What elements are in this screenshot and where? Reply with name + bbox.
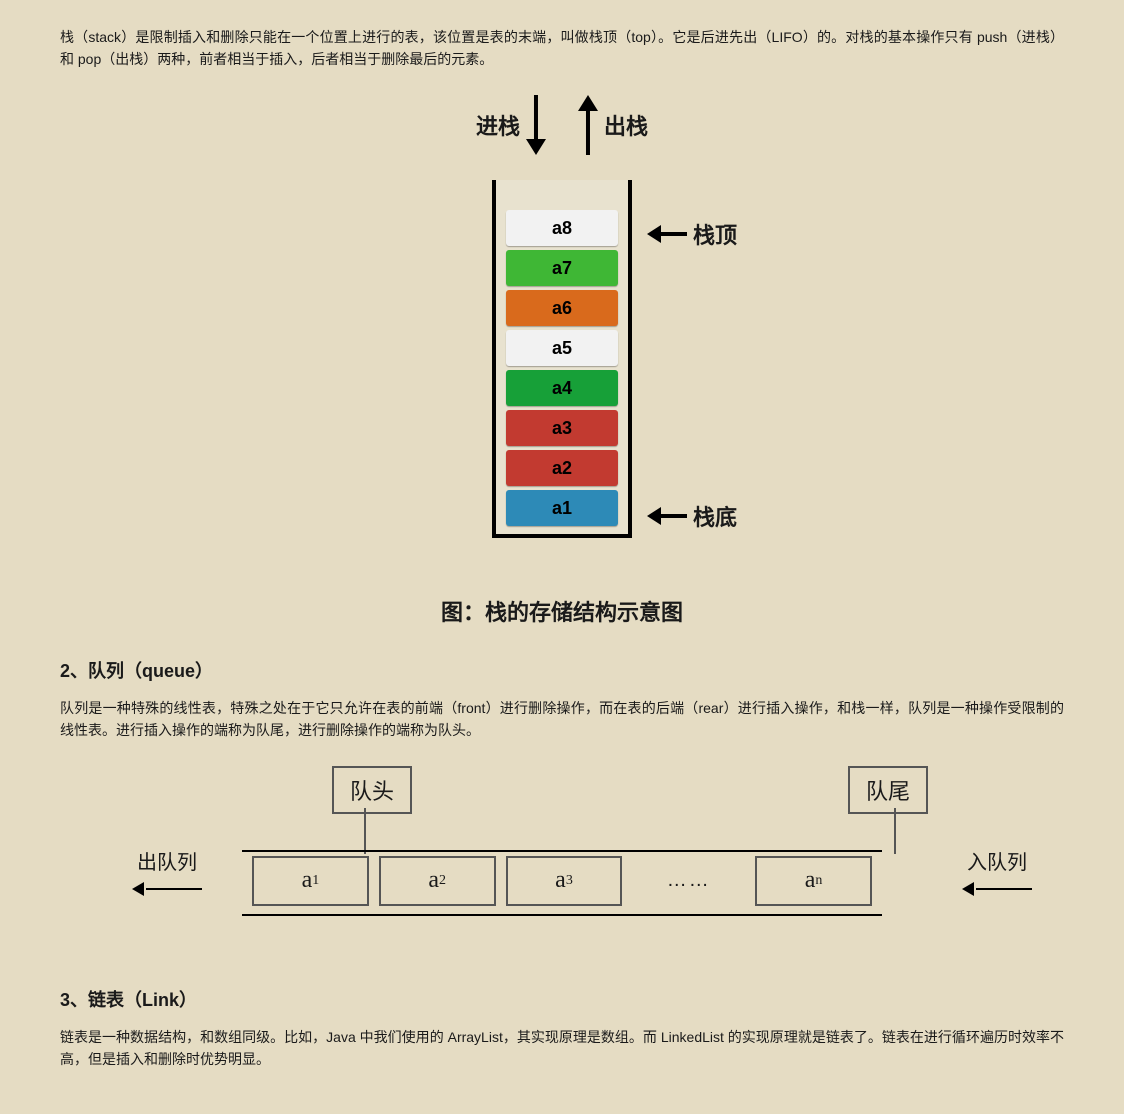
stack-cell: a2 (506, 450, 618, 486)
arrow-left-icon (647, 507, 687, 525)
stack-diagram: 进栈 出栈 a8 a7 a6 a5 a4 a3 a2 a1 栈顶 栈底 (352, 95, 772, 575)
queue-ellipsis: …… (632, 869, 745, 892)
stack-container: a8 a7 a6 a5 a4 a3 a2 a1 (492, 180, 632, 538)
pop-arrow-group: 出栈 (576, 95, 648, 155)
push-arrow-group: 进栈 (476, 95, 548, 155)
queue-cell: a3 (506, 856, 623, 906)
stack-cell: a5 (506, 330, 618, 366)
queue-cell: an (755, 856, 872, 906)
stack-cell: a6 (506, 290, 618, 326)
queue-intro-paragraph: 队列是一种特殊的线性表，特殊之处在于它只允许在表的前端（front）进行删除操作… (60, 697, 1064, 742)
link-section-title: 3、链表（Link） (60, 986, 1064, 1012)
queue-cell: a2 (379, 856, 496, 906)
stack-top-pointer: 栈顶 (647, 218, 737, 250)
queue-bottom-rail (242, 914, 882, 916)
push-label: 进栈 (476, 109, 520, 141)
dequeue-label: 出队列 (137, 846, 197, 875)
stack-cell: a4 (506, 370, 618, 406)
queue-diagram: 队头 队尾 a1a2a3……an 出队列 入队列 (132, 766, 992, 956)
queue-section-title: 2、队列（queue） (60, 657, 1064, 683)
stack-caption: 图：栈的存储结构示意图 (60, 595, 1064, 627)
queue-head-box: 队头 (332, 766, 412, 814)
stack-cell: a1 (506, 490, 618, 526)
arrow-up-icon (576, 95, 600, 155)
queue-cell: a1 (252, 856, 369, 906)
arrow-down-icon (524, 95, 548, 155)
queue-cells: a1a2a3 …… an (252, 856, 872, 906)
queue-top-rail (242, 850, 882, 852)
pop-label: 出栈 (604, 109, 648, 141)
queue-tail-box: 队尾 (848, 766, 928, 814)
enqueue-side: 入队列 (962, 846, 1032, 897)
stack-bottom-pointer: 栈底 (647, 500, 737, 532)
stack-cell: a7 (506, 250, 618, 286)
queue-tail-connector (894, 808, 896, 854)
stack-intro-paragraph: 栈（stack）是限制插入和删除只能在一个位置上进行的表，该位置是表的末端，叫做… (60, 26, 1064, 71)
arrow-left-icon (647, 225, 687, 243)
stack-cell: a8 (506, 210, 618, 246)
queue-head-connector (364, 808, 366, 854)
enqueue-label: 入队列 (967, 846, 1027, 875)
stack-bottom-label: 栈底 (693, 500, 737, 532)
arrow-left-icon (132, 881, 202, 897)
stack-top-label: 栈顶 (693, 218, 737, 250)
stack-top-arrows: 进栈 出栈 (476, 95, 648, 155)
arrow-left-icon (962, 881, 1032, 897)
dequeue-side: 出队列 (132, 846, 202, 897)
link-intro-paragraph: 链表是一种数据结构，和数组同级。比如，Java 中我们使用的 ArrayList… (60, 1026, 1064, 1071)
stack-cell: a3 (506, 410, 618, 446)
